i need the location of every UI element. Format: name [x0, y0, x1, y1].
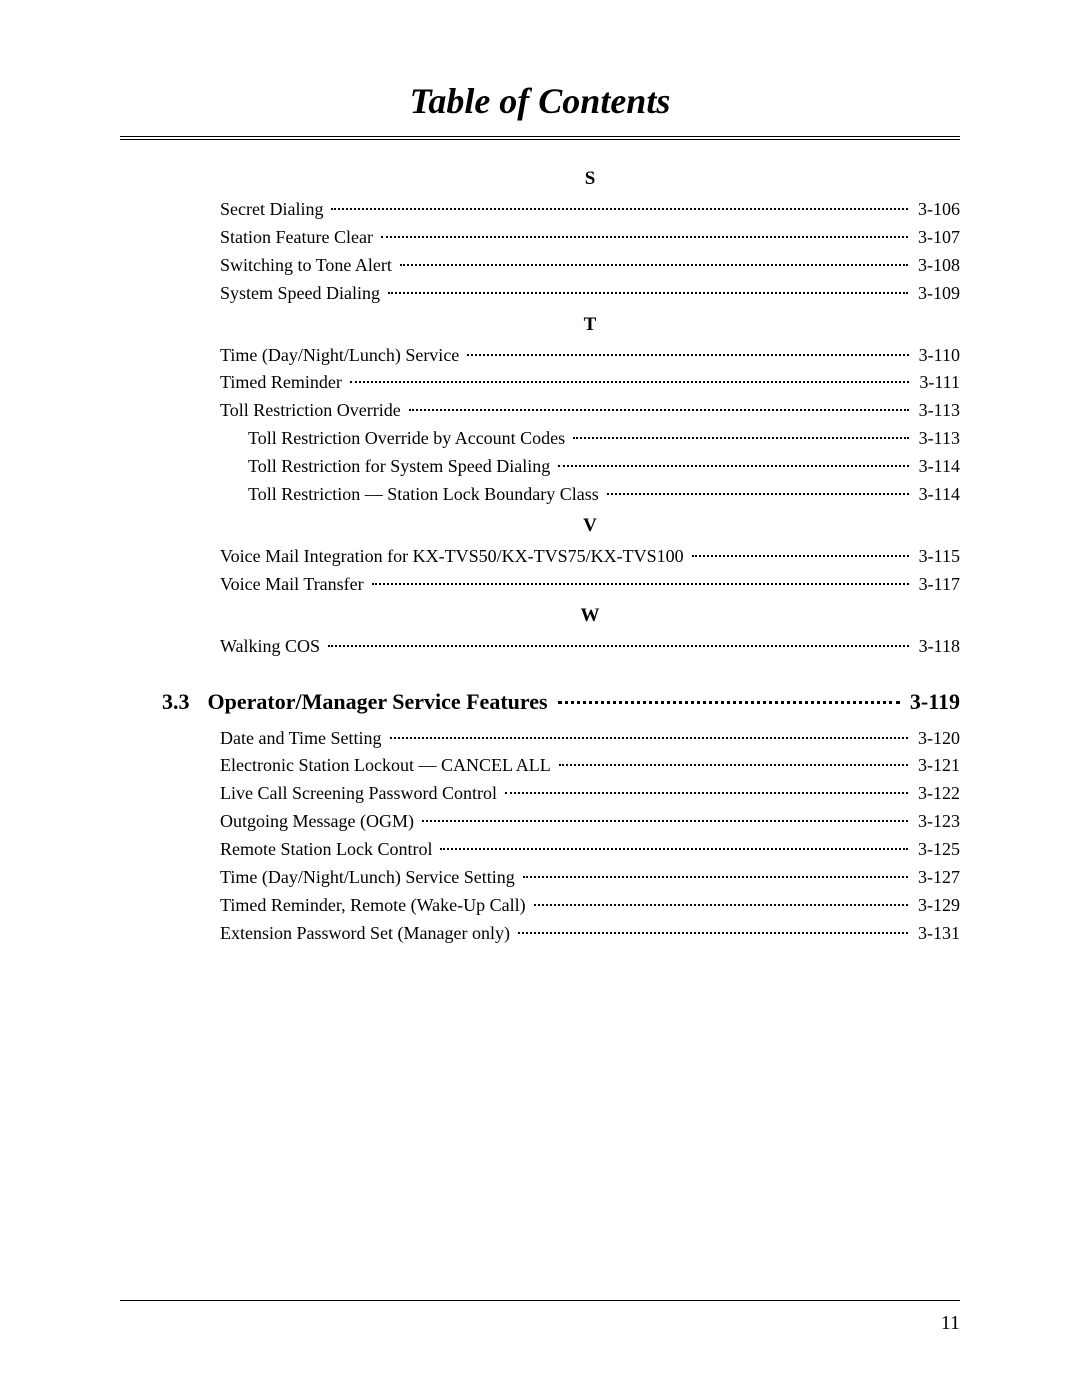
toc-page: 3-127: [912, 864, 960, 892]
dot-leader: [400, 264, 908, 266]
toc-page: 3-114: [913, 453, 960, 481]
dot-leader: [573, 437, 908, 439]
toc-label: Extension Password Set (Manager only): [220, 920, 514, 948]
toc-page: 3-106: [912, 196, 960, 224]
dot-leader: [523, 876, 908, 878]
dot-leader: [350, 381, 909, 383]
toc-entry: Toll Restriction — Station Lock Boundary…: [220, 481, 960, 509]
toc-entry: Walking COS 3-118: [220, 633, 960, 661]
section-number: 3.3: [162, 689, 190, 715]
toc-entry: Secret Dialing 3-106: [220, 196, 960, 224]
dot-leader: [440, 848, 908, 850]
toc-page: 3-107: [912, 224, 960, 252]
toc-entry: System Speed Dialing 3-109: [220, 280, 960, 308]
toc-label: System Speed Dialing: [220, 280, 384, 308]
toc-label: Outgoing Message (OGM): [220, 808, 418, 836]
section-letter-s: S: [220, 168, 960, 190]
toc-label: Station Feature Clear: [220, 224, 377, 252]
toc-label: Switching to Tone Alert: [220, 252, 396, 280]
dot-leader: [381, 236, 908, 238]
page-number: 11: [941, 1312, 960, 1335]
toc-page: 3-113: [913, 425, 960, 453]
dot-leader: [518, 932, 908, 934]
toc-label: Secret Dialing: [220, 196, 327, 224]
title-rule: [120, 136, 960, 140]
toc-entry: Timed Reminder 3-111: [220, 369, 960, 397]
dot-leader: [558, 701, 900, 704]
toc-label: Timed Reminder, Remote (Wake-Up Call): [220, 892, 530, 920]
section-heading: 3.3 Operator/Manager Service Features 3-…: [162, 689, 960, 715]
page-title: Table of Contents: [120, 80, 960, 122]
footer-rule: [120, 1300, 960, 1301]
toc-page: 3-118: [913, 633, 960, 661]
section-title: Operator/Manager Service Features: [208, 689, 554, 715]
toc-label: Remote Station Lock Control: [220, 836, 436, 864]
toc-entry: Outgoing Message (OGM) 3-123: [220, 808, 960, 836]
section-page: 3-119: [904, 689, 960, 715]
toc-page: 3-114: [913, 481, 960, 509]
page: Table of Contents S Secret Dialing 3-106 …: [0, 0, 1080, 1397]
dot-leader: [390, 737, 909, 739]
toc-page: 3-125: [912, 836, 960, 864]
toc-page: 3-108: [912, 252, 960, 280]
toc-label: Time (Day/Night/Lunch) Service: [220, 342, 463, 370]
dot-leader: [328, 645, 909, 647]
toc-entry: Time (Day/Night/Lunch) Service 3-110: [220, 342, 960, 370]
toc-label: Toll Restriction Override by Account Cod…: [248, 425, 569, 453]
toc-page: 3-122: [912, 780, 960, 808]
toc-page: 3-117: [913, 571, 960, 599]
section-letter-t: T: [220, 314, 960, 336]
toc-entry: Timed Reminder, Remote (Wake-Up Call) 3-1…: [220, 892, 960, 920]
toc-page: 3-113: [913, 397, 960, 425]
toc-entry: Voice Mail Transfer 3-117: [220, 571, 960, 599]
dot-leader: [607, 493, 909, 495]
dot-leader: [372, 583, 909, 585]
toc-content: S Secret Dialing 3-106 Station Feature Cl…: [220, 168, 960, 948]
toc-label: Voice Mail Integration for KX-TVS50/KX-T…: [220, 543, 688, 571]
dot-leader: [422, 820, 908, 822]
toc-label: Toll Restriction — Station Lock Boundary…: [248, 481, 603, 509]
toc-label: Timed Reminder: [220, 369, 346, 397]
toc-page: 3-120: [912, 725, 960, 753]
toc-entry: Toll Restriction for System Speed Dialin…: [220, 453, 960, 481]
toc-entry: Toll Restriction Override 3-113: [220, 397, 960, 425]
toc-entry: Extension Password Set (Manager only) 3-1…: [220, 920, 960, 948]
dot-leader: [559, 764, 908, 766]
dot-leader: [409, 409, 909, 411]
toc-label: Walking COS: [220, 633, 324, 661]
toc-page: 3-115: [913, 543, 960, 571]
toc-entry: Toll Restriction Override by Account Cod…: [220, 425, 960, 453]
toc-entry: Voice Mail Integration for KX-TVS50/KX-T…: [220, 543, 960, 571]
toc-page: 3-110: [913, 342, 960, 370]
dot-leader: [505, 792, 908, 794]
dot-leader: [534, 904, 908, 906]
toc-entry: Switching to Tone Alert 3-108: [220, 252, 960, 280]
toc-label: Electronic Station Lockout — CANCEL ALL: [220, 752, 555, 780]
toc-label: Date and Time Setting: [220, 725, 386, 753]
toc-page: 3-109: [912, 280, 960, 308]
dot-leader: [388, 292, 908, 294]
toc-entry: Station Feature Clear 3-107: [220, 224, 960, 252]
toc-page: 3-131: [912, 920, 960, 948]
toc-page: 3-111: [913, 369, 960, 397]
toc-page: 3-123: [912, 808, 960, 836]
toc-entry: Time (Day/Night/Lunch) Service Setting 3-…: [220, 864, 960, 892]
toc-label: Time (Day/Night/Lunch) Service Setting: [220, 864, 519, 892]
dot-leader: [331, 208, 908, 210]
toc-label: Toll Restriction for System Speed Dialin…: [248, 453, 554, 481]
toc-page: 3-129: [912, 892, 960, 920]
dot-leader: [467, 354, 908, 356]
toc-entry: Live Call Screening Password Control 3-12…: [220, 780, 960, 808]
section-letter-v: V: [220, 515, 960, 537]
section-letter-w: W: [220, 605, 960, 627]
toc-entry: Remote Station Lock Control 3-125: [220, 836, 960, 864]
toc-entry: Electronic Station Lockout — CANCEL ALL 3…: [220, 752, 960, 780]
dot-leader: [558, 465, 908, 467]
toc-entry: Date and Time Setting 3-120: [220, 725, 960, 753]
toc-page: 3-121: [912, 752, 960, 780]
toc-label: Voice Mail Transfer: [220, 571, 368, 599]
toc-label: Toll Restriction Override: [220, 397, 405, 425]
dot-leader: [692, 555, 909, 557]
toc-label: Live Call Screening Password Control: [220, 780, 501, 808]
